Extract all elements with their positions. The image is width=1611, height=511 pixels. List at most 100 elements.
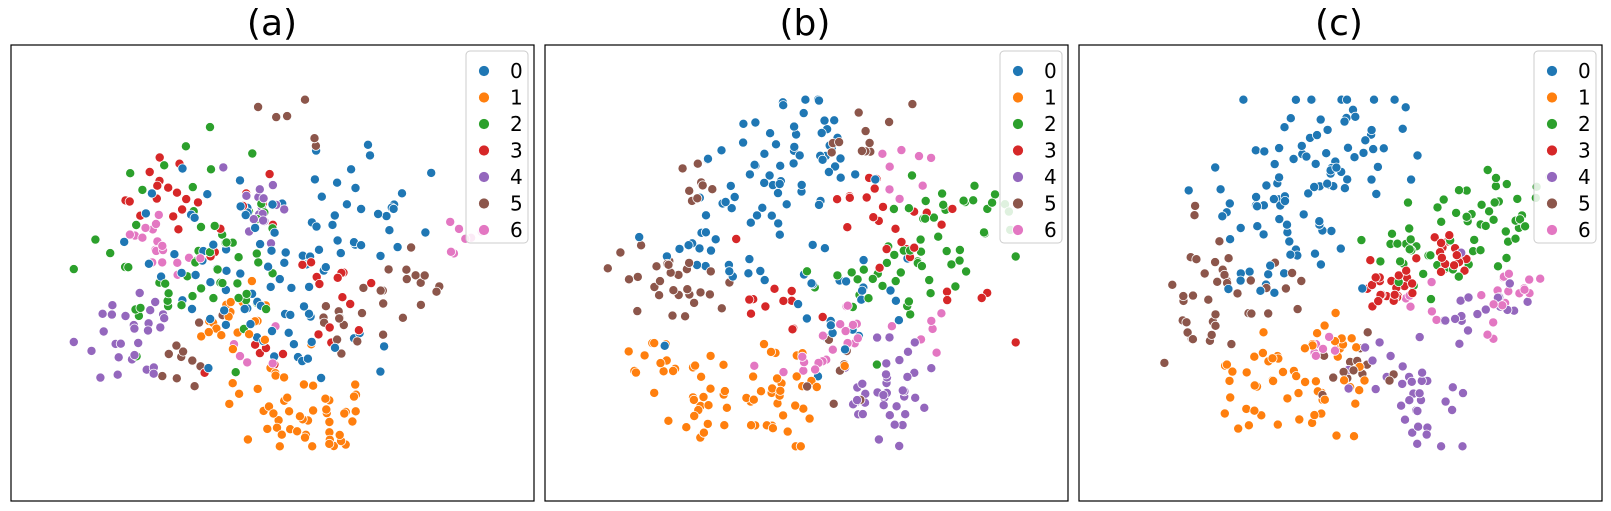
point-class-6: [1426, 306, 1437, 317]
point-class-0: [1252, 221, 1263, 232]
point-class-4: [873, 434, 884, 445]
point-class-3: [1389, 289, 1400, 300]
point-class-4: [894, 355, 905, 366]
point-class-4: [1385, 350, 1396, 361]
point-class-1: [804, 413, 815, 424]
point-class-5: [431, 286, 442, 297]
point-class-4: [98, 326, 109, 337]
point-class-2: [1010, 251, 1021, 262]
point-class-1: [705, 383, 716, 394]
point-class-5: [1362, 327, 1373, 338]
point-class-3: [173, 224, 184, 235]
point-class-0: [240, 210, 251, 221]
point-class-3: [177, 204, 188, 215]
point-class-4: [258, 215, 269, 226]
point-class-0: [208, 239, 219, 250]
point-class-5: [419, 270, 430, 281]
point-class-0: [1315, 259, 1326, 270]
point-class-5: [1214, 236, 1225, 247]
point-class-4: [106, 309, 117, 320]
point-class-4: [1412, 438, 1423, 449]
point-class-1: [1312, 328, 1323, 339]
point-class-4: [133, 337, 144, 348]
point-class-4: [1343, 383, 1354, 394]
point-class-1: [259, 334, 270, 345]
point-class-2: [232, 278, 243, 289]
point-class-1: [655, 358, 666, 369]
legend-marker-3: [1012, 144, 1024, 157]
point-class-5: [697, 180, 708, 191]
point-class-0: [239, 303, 250, 314]
point-class-1: [703, 400, 714, 411]
point-class-6: [778, 367, 789, 378]
point-class-0: [816, 127, 827, 138]
point-class-4: [852, 395, 863, 406]
point-class-0: [794, 150, 805, 161]
legend-label-6: 6: [1578, 218, 1591, 242]
legend-marker-1: [478, 91, 490, 104]
point-class-1: [1349, 431, 1360, 442]
point-class-0: [335, 248, 346, 259]
point-class-0: [1263, 269, 1274, 280]
point-class-1: [270, 370, 281, 381]
point-class-6: [1503, 268, 1514, 279]
point-class-0: [274, 274, 285, 285]
point-class-2: [159, 160, 170, 171]
point-class-0: [1350, 111, 1361, 122]
point-class-2: [196, 283, 207, 294]
point-class-3: [345, 298, 356, 309]
point-class-1: [225, 297, 236, 308]
point-class-0: [775, 160, 786, 171]
point-class-3: [890, 223, 901, 234]
point-class-0: [745, 217, 756, 228]
point-class-3: [909, 242, 920, 253]
point-class-1: [702, 418, 713, 429]
point-class-0: [1306, 94, 1317, 105]
point-class-5: [689, 297, 700, 308]
point-class-2: [958, 195, 969, 206]
point-class-2: [1489, 197, 1500, 208]
legend-marker-5: [1012, 197, 1024, 210]
point-class-2: [846, 267, 857, 278]
point-class-1: [1272, 419, 1283, 430]
point-class-0: [738, 118, 749, 129]
point-class-6: [453, 223, 464, 234]
point-class-0: [701, 210, 712, 221]
point-class-6: [1482, 329, 1493, 340]
point-class-5: [828, 398, 839, 409]
point-class-2: [187, 182, 198, 193]
point-class-3: [1451, 250, 1462, 261]
point-class-0: [793, 299, 804, 310]
point-class-0: [1389, 94, 1400, 105]
point-class-4: [248, 214, 259, 225]
point-class-4: [894, 440, 905, 451]
point-class-3: [947, 203, 958, 214]
point-class-4: [909, 337, 920, 348]
point-class-1: [1282, 393, 1293, 404]
point-class-4: [107, 300, 118, 311]
point-class-0: [420, 227, 431, 238]
scatter-panel-c: (c) 0 12 34 56: [1078, 3, 1603, 502]
point-class-2: [832, 270, 843, 281]
point-class-6: [1405, 301, 1416, 312]
point-class-2: [890, 276, 901, 287]
point-class-0: [1326, 225, 1337, 236]
point-class-5: [1328, 372, 1339, 383]
point-class-1: [299, 432, 310, 443]
point-class-2: [895, 267, 906, 278]
point-class-1: [1359, 375, 1370, 386]
point-class-0: [269, 227, 280, 238]
point-class-1: [1249, 380, 1260, 391]
point-class-2: [871, 359, 882, 370]
point-class-2: [1500, 226, 1511, 237]
point-class-1: [1351, 342, 1362, 353]
point-class-3: [1459, 265, 1470, 276]
point-class-4: [142, 325, 153, 336]
point-class-5: [1178, 291, 1189, 302]
point-class-4: [897, 385, 908, 396]
point-class-5: [378, 298, 389, 309]
point-class-0: [789, 121, 800, 132]
point-class-2: [217, 278, 228, 289]
point-class-0: [764, 170, 775, 181]
point-class-0: [774, 178, 785, 189]
